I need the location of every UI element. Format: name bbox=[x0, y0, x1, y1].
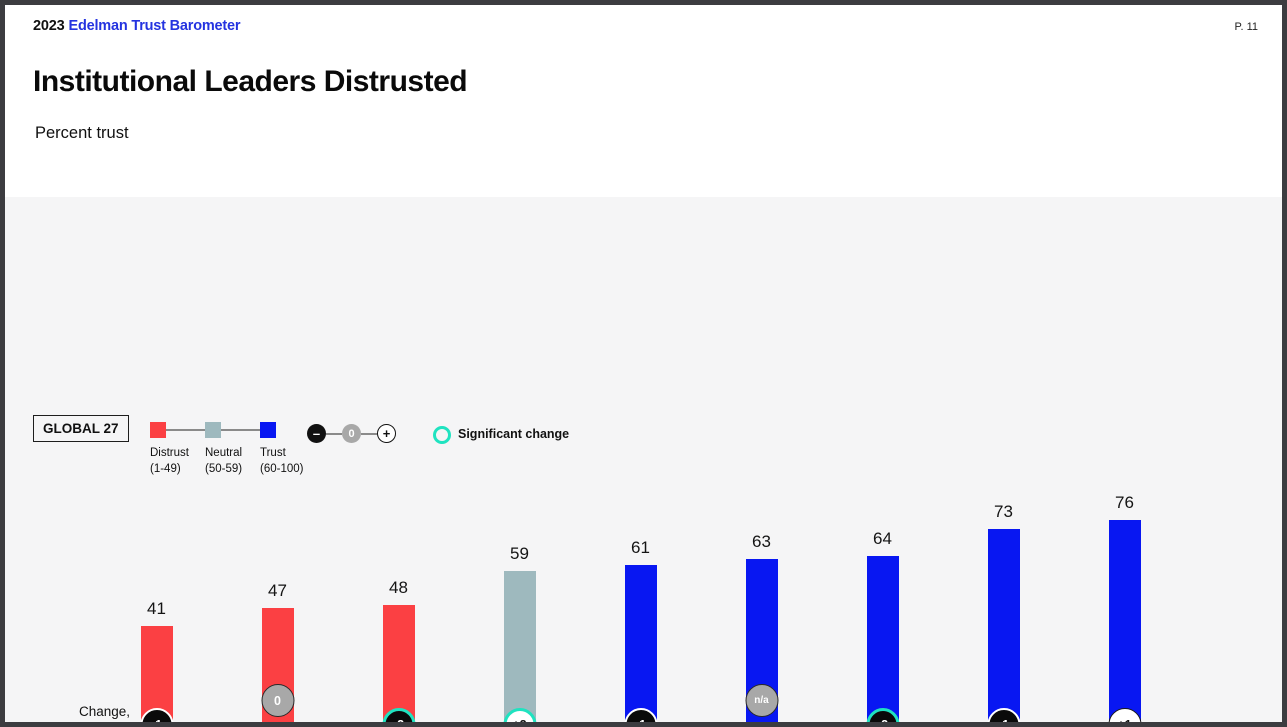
brand: 2023 Edelman Trust Barometer bbox=[33, 18, 241, 34]
trust-bar bbox=[503, 571, 536, 722]
bar-value: 63 bbox=[752, 532, 771, 551]
bar-value: 48 bbox=[389, 578, 408, 597]
bar-column: 48-2 bbox=[338, 492, 459, 722]
legend-connector-line bbox=[326, 432, 342, 435]
bar-value: 73 bbox=[994, 502, 1013, 521]
legend-connector-line bbox=[361, 432, 377, 435]
slide-page: 2023 Edelman Trust Barometer P. 11 Instit… bbox=[5, 5, 1282, 722]
page-number: P. 11 bbox=[1234, 21, 1258, 33]
chart-subtitle: Percent trust bbox=[35, 124, 129, 142]
legend-connector-line bbox=[166, 429, 205, 431]
significant-change-label: Significant change bbox=[458, 427, 570, 441]
distrust-legend-label: Distrust (1-49) bbox=[150, 447, 189, 475]
significant-change-icon bbox=[433, 426, 451, 444]
bar-column: 63 n/a bbox=[701, 492, 822, 722]
trust-bar bbox=[140, 626, 173, 722]
color-scale-legend bbox=[150, 422, 276, 438]
neutral-legend-label: Neutral (50-59) bbox=[205, 447, 243, 475]
neutral-swatch bbox=[205, 422, 221, 438]
change-marker-legend: – 0 + bbox=[307, 424, 396, 443]
global-27-badge: GLOBAL 27 bbox=[33, 415, 129, 442]
bar-value: 64 bbox=[873, 529, 892, 548]
bar-value: 76 bbox=[1115, 493, 1134, 512]
bar-column: 61-1 bbox=[580, 492, 701, 722]
bar-chart: 41-1 47 0 48-259+261-1 63 n/a 64-273-176+1 bbox=[96, 492, 1185, 722]
bar-column: 64-2 bbox=[822, 492, 943, 722]
trust-bar bbox=[1108, 520, 1141, 722]
bar-value: 61 bbox=[631, 538, 650, 557]
change-badge: 0 bbox=[261, 684, 294, 717]
change-axis-label: Change, 2022 to 2023 bbox=[78, 704, 130, 719]
brand-name: Edelman Trust Barometer bbox=[68, 18, 241, 34]
trust-bar bbox=[382, 605, 415, 722]
plus-change-icon: + bbox=[377, 424, 396, 443]
trust-bar bbox=[624, 565, 657, 722]
trust-bar bbox=[987, 529, 1020, 722]
minus-change-icon: – bbox=[307, 424, 326, 443]
change-badge: n/a bbox=[745, 684, 778, 717]
bar-column: 47 0 bbox=[217, 492, 338, 722]
legend-connector-line bbox=[221, 429, 260, 431]
bar-column: 59+2 bbox=[459, 492, 580, 722]
bar-value: 41 bbox=[147, 599, 166, 618]
bar-column: 41-1 bbox=[96, 492, 217, 722]
trust-bar bbox=[866, 556, 899, 722]
bar-column: 76+1 bbox=[1064, 492, 1185, 722]
distrust-swatch bbox=[150, 422, 166, 438]
zero-change-icon: 0 bbox=[342, 424, 361, 443]
bar-value: 59 bbox=[510, 544, 529, 563]
brand-year: 2023 bbox=[33, 18, 65, 34]
trust-legend-label: Trust (60-100) bbox=[260, 447, 304, 475]
bar-value: 47 bbox=[268, 581, 287, 600]
bar-column: 73-1 bbox=[943, 492, 1064, 722]
page-title: Institutional Leaders Distrusted bbox=[33, 65, 468, 98]
chart-section: GLOBAL 27 Distrust (1-49) Neutral (50-59… bbox=[5, 197, 1282, 722]
trust-swatch bbox=[260, 422, 276, 438]
